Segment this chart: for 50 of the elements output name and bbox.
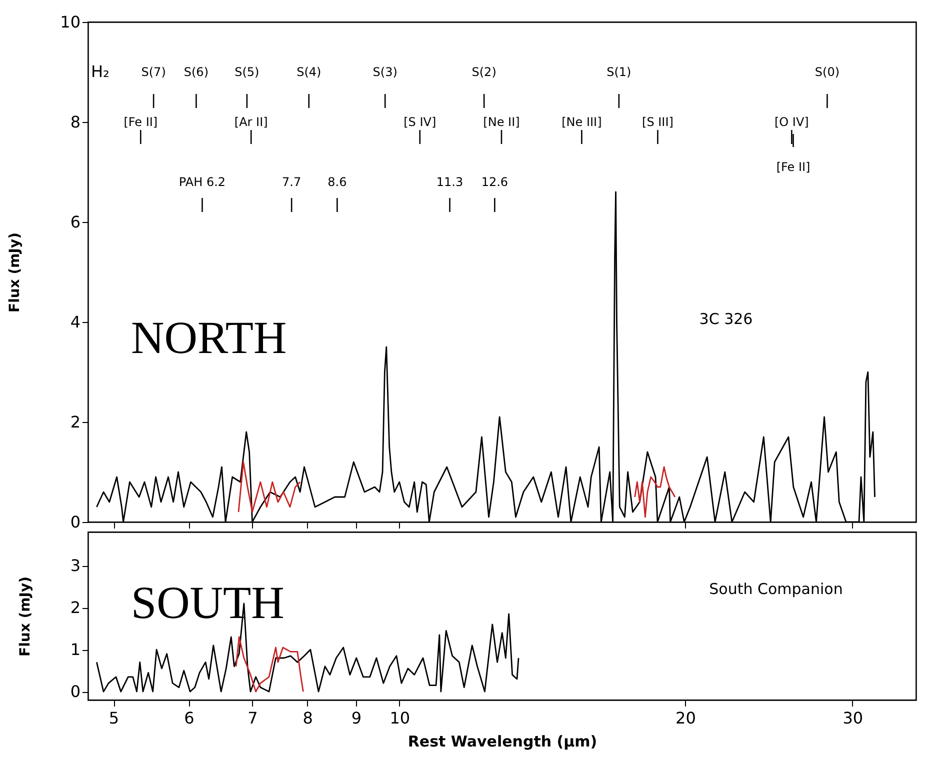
x-tick-label: 5 xyxy=(108,708,120,728)
annotation: H₂ xyxy=(91,62,110,81)
ref-line-label: [Ar II] xyxy=(234,115,268,129)
ref-line-label: PAH 6.2 xyxy=(178,175,226,189)
y-axis-title: Flux (mJy) xyxy=(7,232,24,312)
y-tick-label: 0 xyxy=(70,682,80,702)
line-series xyxy=(634,466,676,518)
y-tick-label: 4 xyxy=(70,312,80,332)
ref-line-label: [S III] xyxy=(642,115,674,129)
x-tick-label: 9 xyxy=(351,708,362,728)
y-tick-label: 2 xyxy=(70,412,80,432)
ref-line-label: [Fe II] xyxy=(124,115,158,129)
y-tick-label: 10 xyxy=(60,12,80,32)
ref-line-label: 8.6 xyxy=(328,175,347,189)
x-tick-label: 10 xyxy=(390,708,410,728)
x-tick-label: 6 xyxy=(184,708,194,728)
ref-line-label: S(3) xyxy=(372,65,398,79)
line-series xyxy=(235,636,304,692)
ref-line-label: S(4) xyxy=(296,65,322,79)
ref-line-label: [O IV] xyxy=(774,115,809,129)
ref-line-label: S(2) xyxy=(472,65,496,79)
ref-line-label: 11.3 xyxy=(436,175,464,189)
ref-line-label: 7.7 xyxy=(282,175,302,189)
x-tick-label: 20 xyxy=(676,708,696,728)
y-axis-title: Flux (mJy) xyxy=(17,576,34,656)
ref-line-label: S(7) xyxy=(141,65,166,79)
x-tick-label: 7 xyxy=(248,708,258,728)
ref-line-label: S(6) xyxy=(184,65,209,79)
x-axis-title: Rest Wavelength (μm) xyxy=(408,732,598,750)
x-tick-label: 30 xyxy=(842,708,864,728)
y-tick-label: 0 xyxy=(70,512,80,532)
ref-line-label: [Fe II] xyxy=(776,160,810,174)
ref-line-label: 12.6 xyxy=(481,175,508,189)
ref-line-label: S(5) xyxy=(234,65,260,79)
y-tick-label: 3 xyxy=(70,556,80,576)
line-series xyxy=(238,461,301,513)
x-tick-label: 8 xyxy=(302,708,313,728)
y-tick-label: 6 xyxy=(70,212,80,232)
ref-line-label: S(1) xyxy=(606,65,632,79)
annotation: NORTH xyxy=(131,312,287,363)
ref-line-label: [Ne III] xyxy=(562,115,602,129)
annotation: South Companion xyxy=(709,580,843,598)
annotation: SOUTH xyxy=(131,577,284,628)
ref-line-label: [Ne II] xyxy=(483,115,520,129)
y-tick-label: 1 xyxy=(70,640,80,660)
y-tick-label: 2 xyxy=(70,598,80,618)
ref-line-label: S(0) xyxy=(814,65,840,79)
ref-line-label: [S IV] xyxy=(404,115,436,129)
annotation: 3C 326 xyxy=(699,310,753,328)
y-tick-label: 8 xyxy=(70,112,80,132)
